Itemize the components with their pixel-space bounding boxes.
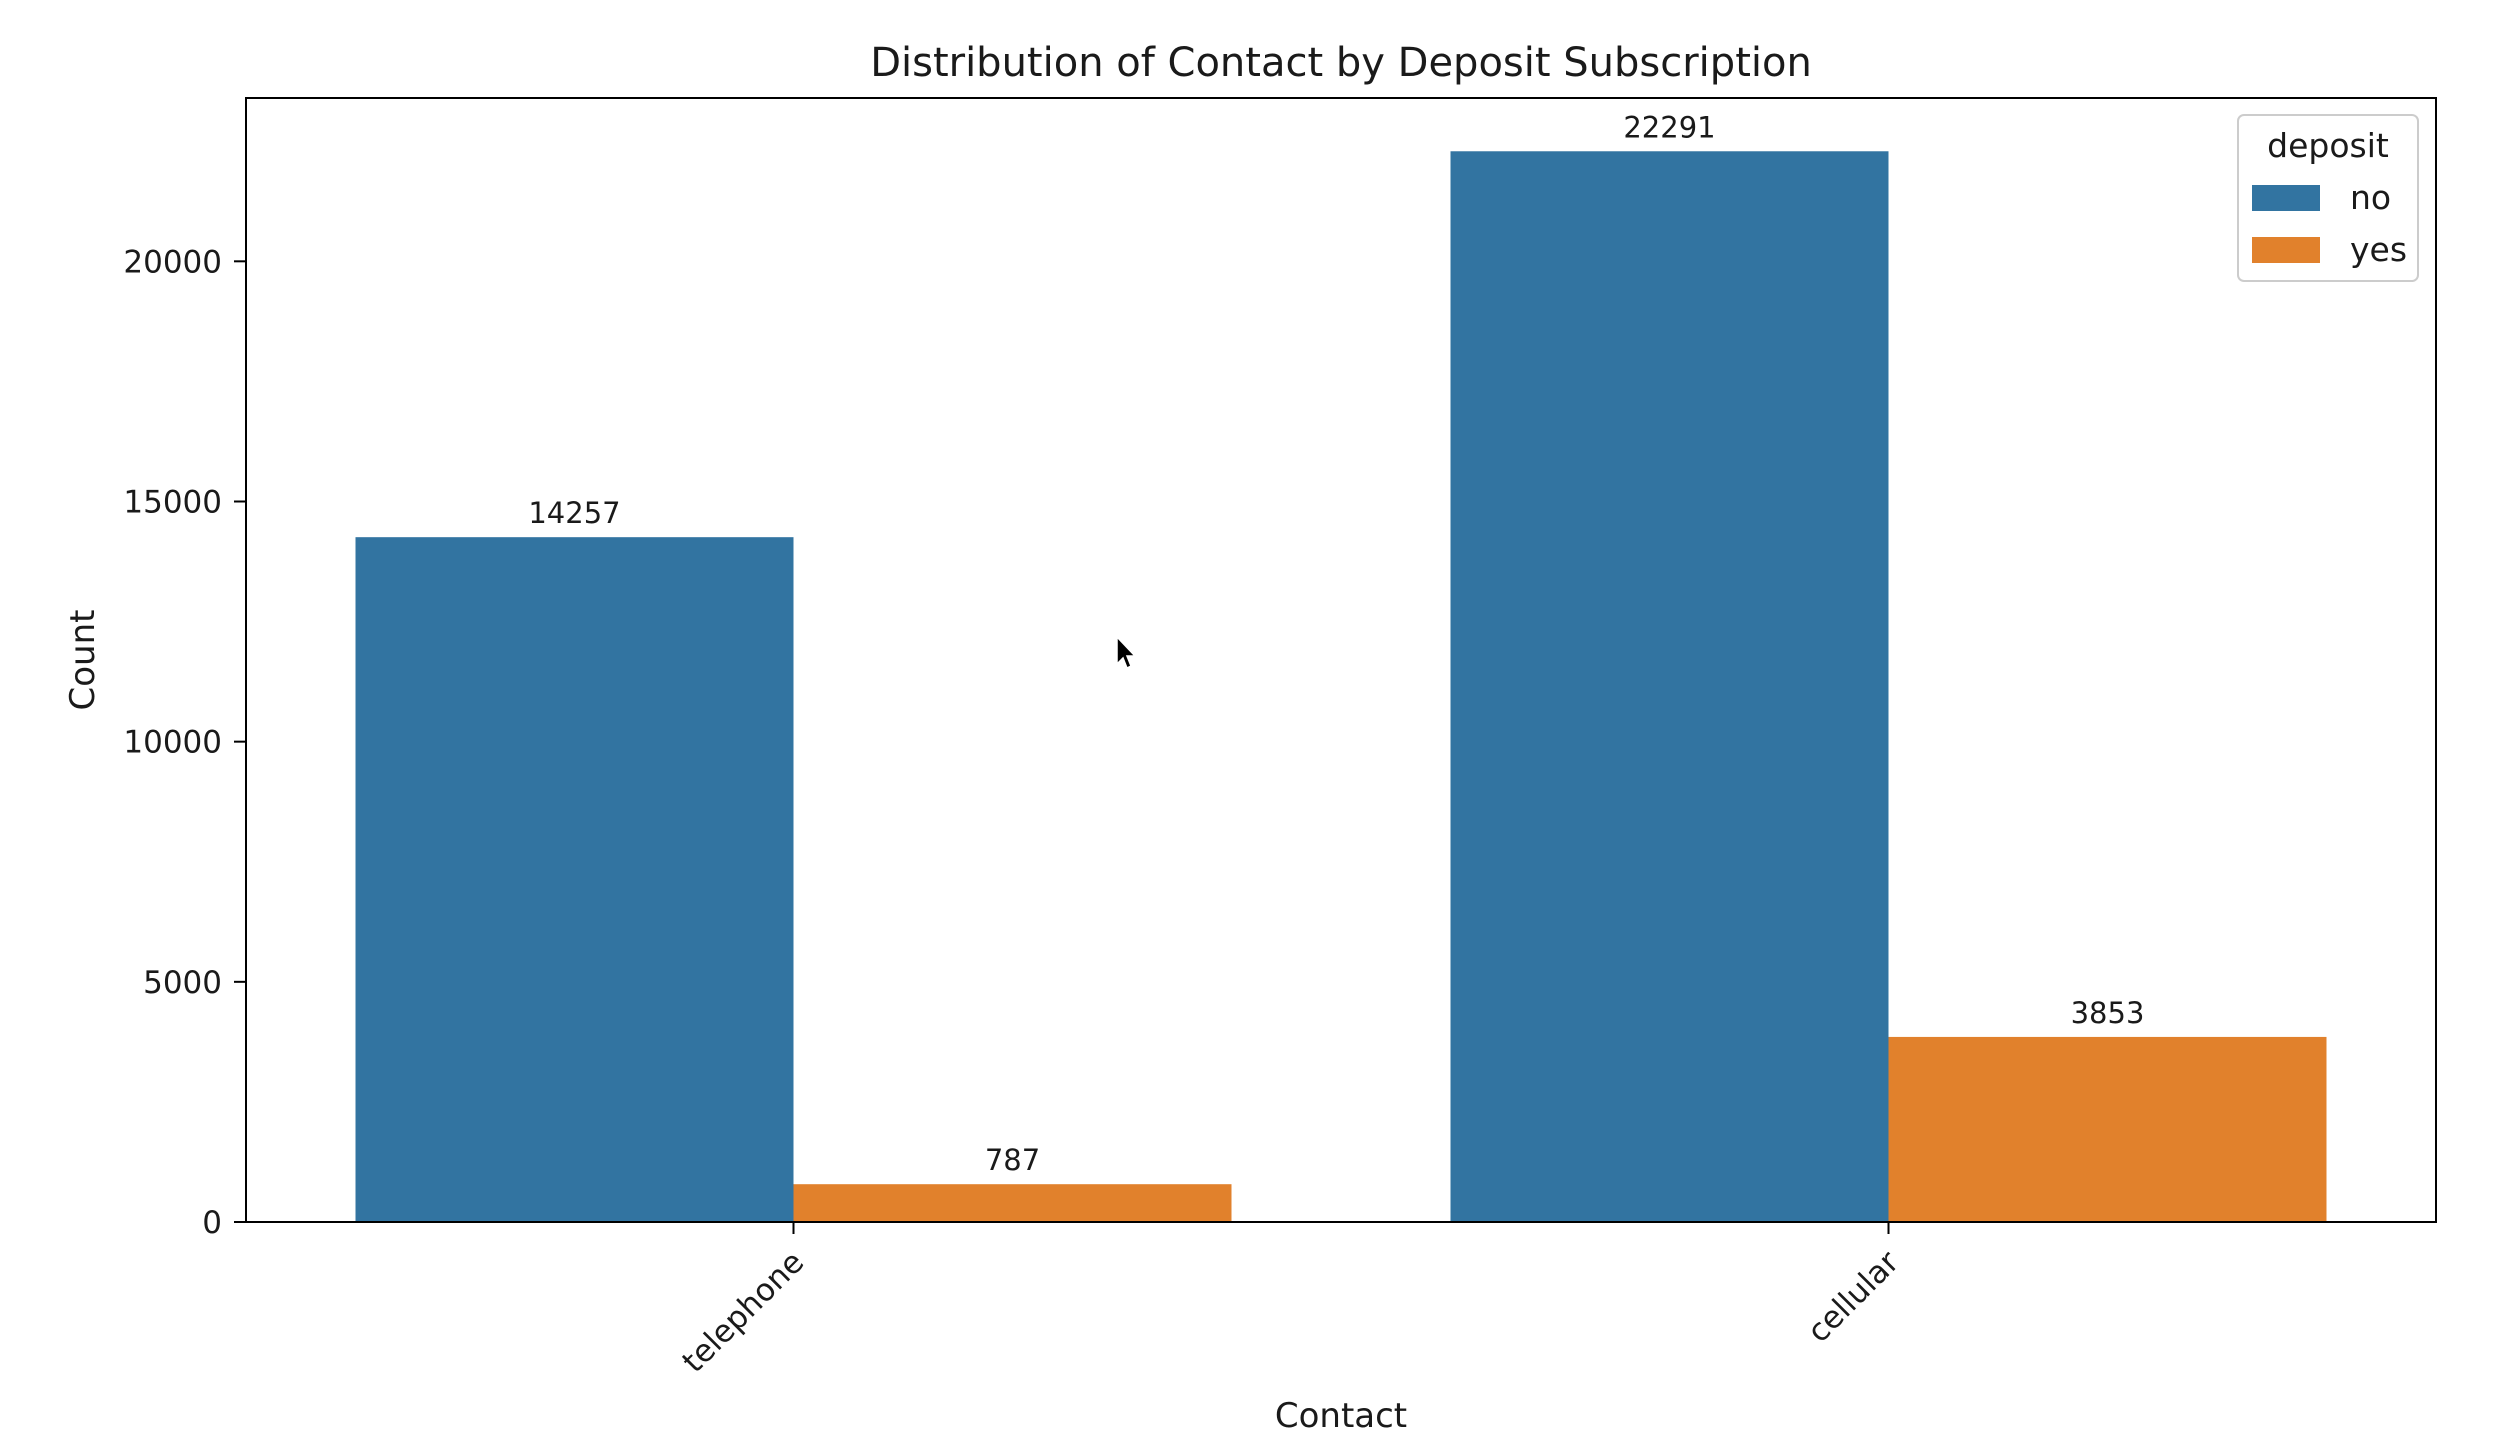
legend-swatch-no: [2252, 185, 2320, 211]
data-labels-group: 14257 22291 787 3853: [528, 110, 2144, 1177]
chart-title: Distribution of Contact by Deposit Subsc…: [870, 40, 1812, 86]
bar-yes-cellular: [1888, 1036, 2327, 1222]
y-tick-label: 10000: [123, 725, 222, 761]
bar-no-cellular: [1450, 151, 1889, 1223]
bar-yes-telephone: [793, 1184, 1232, 1222]
legend-label-no: no: [2350, 178, 2391, 217]
y-tick-label: 20000: [123, 244, 222, 280]
data-label-no-cellular: 22291: [1623, 110, 1715, 144]
y-tick-label: 15000: [123, 484, 222, 520]
cursor-arrow: [1116, 635, 1137, 670]
x-tick-label: cellular: [1801, 1244, 1907, 1350]
legend: deposit no yes: [2237, 114, 2419, 282]
bar-no-telephone: [355, 537, 794, 1222]
bars-group: [355, 151, 2327, 1223]
y-axis-label: Count: [63, 610, 103, 711]
x-axis: telephone cellular: [675, 1222, 1906, 1380]
y-tick-label: 0: [202, 1205, 222, 1241]
x-axis-label: Contact: [1275, 1396, 1407, 1436]
plot-frame: [245, 97, 2437, 1223]
legend-label-yes: yes: [2350, 230, 2407, 269]
legend-title: deposit: [2267, 126, 2389, 165]
data-label-no-telephone: 14257: [528, 496, 620, 530]
legend-swatch-yes: [2252, 237, 2320, 263]
y-tick-label: 5000: [143, 965, 222, 1001]
mouse-cursor-icon: [1116, 635, 1137, 670]
data-label-yes-telephone: 787: [985, 1143, 1040, 1177]
y-axis: 0 5000 10000 15000 20000: [123, 244, 246, 1241]
x-tick-label: telephone: [675, 1244, 811, 1380]
data-label-yes-cellular: 3853: [2071, 996, 2145, 1030]
